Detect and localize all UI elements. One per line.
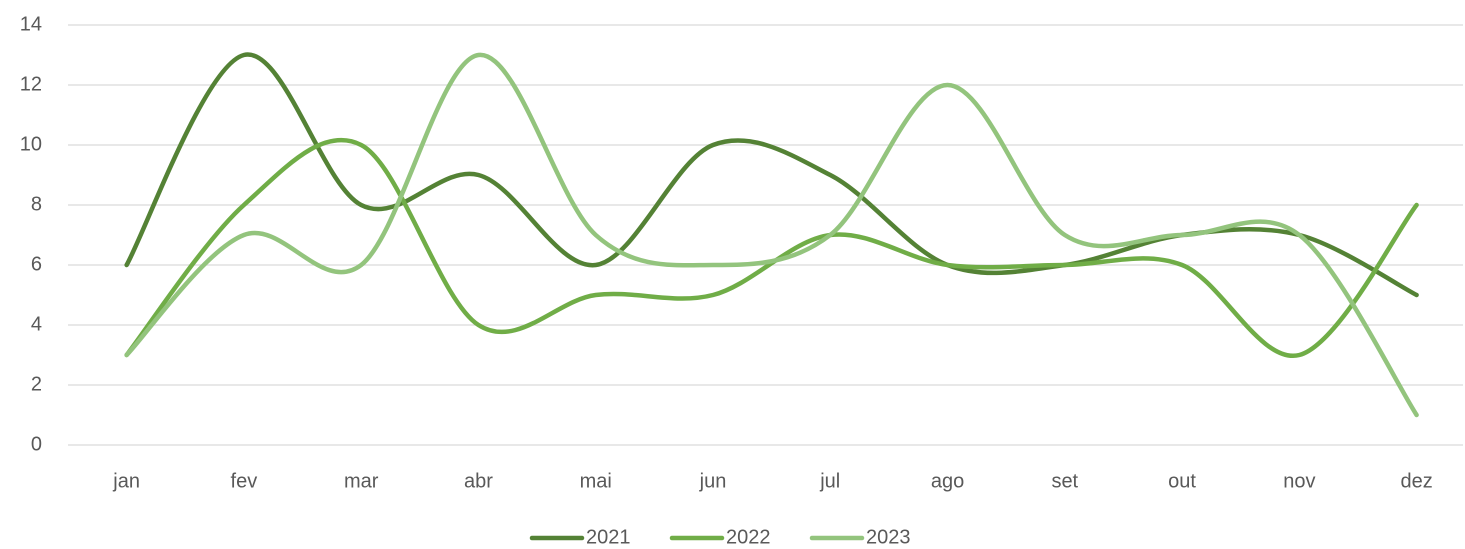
legend-label: 2022 (726, 526, 771, 548)
y-tick-label: 8 (31, 193, 42, 215)
x-tick-label: jan (112, 470, 140, 492)
y-tick-label: 6 (31, 253, 42, 275)
series-line (124, 52, 1419, 298)
y-tick-label: 0 (31, 433, 42, 455)
x-tick-label: set (1051, 470, 1078, 492)
legend-label: 2023 (866, 526, 911, 548)
series-line (124, 137, 1419, 358)
x-tick-label: jul (819, 470, 840, 492)
y-tick-label: 12 (20, 73, 42, 95)
legend-label: 2021 (586, 526, 631, 548)
y-tick-label: 2 (31, 373, 42, 395)
x-tick-label: dez (1400, 470, 1432, 492)
y-tick-label: 14 (20, 13, 42, 35)
x-tick-label: nov (1283, 470, 1315, 492)
x-tick-label: fev (231, 470, 258, 492)
series-line (124, 52, 1419, 418)
x-tick-label: abr (464, 470, 493, 492)
x-tick-label: ago (931, 470, 964, 492)
x-tick-label: mar (344, 470, 379, 492)
y-tick-label: 4 (31, 313, 42, 335)
x-tick-label: jun (699, 470, 727, 492)
x-tick-label: out (1168, 470, 1196, 492)
y-tick-label: 10 (20, 133, 42, 155)
x-tick-label: mai (580, 470, 612, 492)
